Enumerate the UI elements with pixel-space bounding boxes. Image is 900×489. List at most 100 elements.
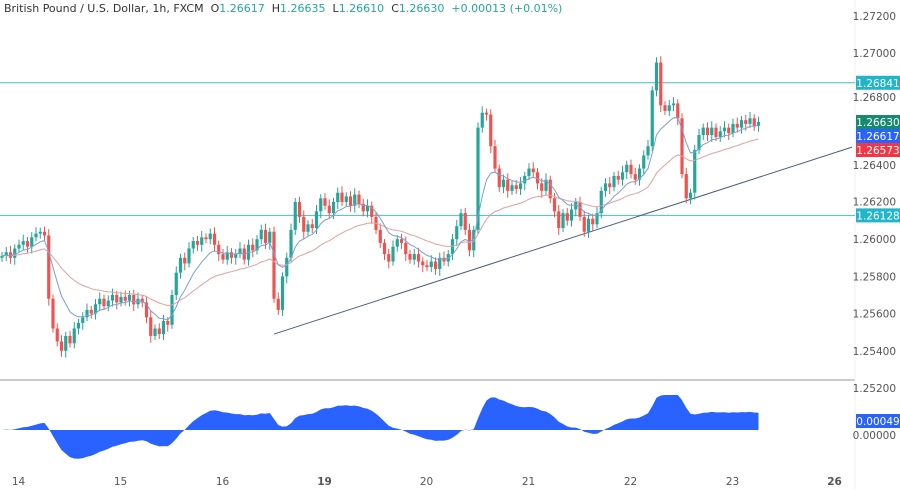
candle-body (225, 252, 229, 260)
candle-body (30, 237, 34, 247)
y-tick-label: 1.25800 (853, 271, 896, 283)
candle-body (59, 341, 64, 351)
close-price-badge-bg (856, 115, 900, 130)
candle-body (25, 241, 30, 247)
candle-body (106, 300, 110, 307)
candle-body (493, 146, 497, 169)
candle-body (688, 192, 693, 199)
candle-body (612, 175, 616, 188)
candle-body (650, 90, 654, 147)
candle-body (552, 198, 557, 212)
x-tick-label: 19 (317, 476, 332, 488)
candle-body (8, 252, 13, 258)
candle-body (429, 261, 433, 268)
candle-body (710, 127, 714, 136)
oscillator-zero-label: 0.00000 (853, 430, 896, 442)
candle-body (259, 229, 263, 240)
candle-body (0, 255, 4, 258)
close-value: 1.26630 (398, 2, 445, 15)
candle-body (663, 105, 667, 111)
candle-body (718, 131, 722, 137)
slow-ma-badge-bg (856, 143, 900, 158)
low-label: L (332, 2, 339, 15)
candle-body (314, 211, 319, 229)
candle-body (506, 179, 510, 191)
candle-body (21, 241, 25, 245)
level-badge-bg (856, 75, 900, 90)
candle-body (285, 257, 289, 277)
candle-body (119, 296, 123, 303)
candle-body (204, 237, 208, 240)
candle-body (293, 202, 297, 230)
candle-body (251, 244, 255, 251)
candle-body (680, 118, 684, 175)
candle-body (629, 164, 633, 175)
candle-body (238, 248, 242, 255)
candle-body (195, 241, 200, 245)
candle-body (331, 202, 336, 214)
candle-body (693, 149, 697, 193)
candle-body (399, 239, 404, 243)
candle-body (132, 295, 136, 305)
x-tick-label: 23 (726, 476, 739, 488)
candle-body (217, 244, 221, 255)
candle-body (633, 174, 637, 180)
candle-body (183, 257, 187, 264)
candle-body (229, 252, 234, 258)
candle-body (731, 123, 735, 134)
y-tick-label: 1.25400 (853, 346, 896, 358)
candle-body (191, 241, 195, 249)
candle-body (161, 321, 166, 335)
candle-body (64, 335, 68, 351)
candle-body (455, 226, 459, 240)
candle-body (17, 244, 21, 249)
candle-body (531, 168, 535, 173)
x-tick-label: 22 (624, 476, 637, 488)
candle-body (81, 317, 85, 323)
candle-body (450, 239, 455, 255)
candle-body (544, 179, 548, 191)
fast-ma-badge-bg (856, 129, 900, 144)
chart-legend: British Pound / U.S. Dollar, 1h, FXCM O1… (4, 2, 562, 15)
candle-body (310, 224, 314, 229)
candle-body (595, 213, 599, 225)
candle-body (463, 213, 467, 230)
candle-body (127, 295, 132, 301)
candle-body (365, 205, 370, 212)
candle-body (234, 254, 238, 258)
candle-body (42, 231, 47, 236)
candle-body (416, 254, 421, 262)
candle-body (582, 216, 586, 232)
candle-body (144, 302, 149, 318)
candle-body (153, 328, 157, 336)
candle-body (68, 335, 72, 344)
candle-body (174, 272, 178, 295)
candle-body (327, 205, 331, 214)
candle-body (625, 164, 629, 173)
level-badge: 1.26841 (856, 78, 899, 90)
y-tick-label: 1.26400 (853, 160, 896, 172)
candle-body (276, 298, 280, 310)
candle-body (676, 103, 680, 119)
candle-body (200, 237, 204, 245)
x-tick-label: 21 (522, 476, 535, 488)
candle-body (616, 175, 620, 180)
candle-body (76, 322, 81, 329)
slow-moving-average-line (1, 138, 759, 307)
open-value: 1.26617 (219, 2, 265, 15)
candle-body (642, 155, 646, 169)
candle-body (565, 213, 569, 221)
candle-body (353, 194, 357, 206)
candle-body (472, 229, 476, 251)
change-value: +0.00013 (+0.01%) (451, 2, 563, 15)
oscillator-area (2, 395, 759, 459)
candle-body (280, 276, 285, 310)
candle-body (523, 175, 527, 184)
candle-body (637, 168, 642, 180)
candle-body (115, 295, 119, 303)
candle-body (671, 103, 676, 106)
candle-body (535, 172, 540, 184)
candle-body (425, 265, 429, 268)
candle-body (591, 218, 595, 225)
